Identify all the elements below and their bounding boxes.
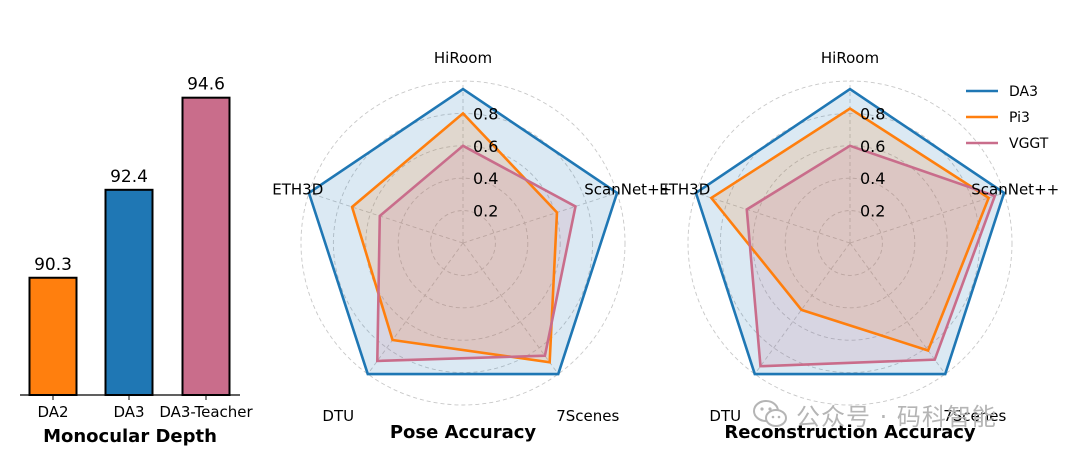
series-fill-da3 xyxy=(695,89,1005,375)
wechat-logo-icon xyxy=(753,400,787,427)
bar-value-label: 94.6 xyxy=(187,75,225,95)
x-tick-label: DA3 xyxy=(113,403,144,421)
legend-label-vggt: VGGT xyxy=(1009,136,1049,152)
radial-tick-label: 0.2 xyxy=(473,202,498,221)
axis-label-hiroom: HiRoom xyxy=(434,49,492,67)
radial-tick-label: 0.8 xyxy=(860,104,885,123)
radar-chart-title: Reconstruction Accuracy xyxy=(724,422,976,443)
series-line-da3 xyxy=(307,87,619,376)
radial-tick-label: 0.6 xyxy=(860,137,885,156)
axis-label-dtu: DTU xyxy=(709,407,741,425)
series-line-pi3 xyxy=(350,111,559,364)
series-line-vggt xyxy=(745,144,997,368)
radial-tick-label: 0.6 xyxy=(473,137,498,156)
watermark-text: 公众号 · 码科智能 xyxy=(796,402,997,431)
series-fill-vggt xyxy=(377,145,576,361)
grid-spoke xyxy=(308,192,464,244)
radial-tick-label: 0.4 xyxy=(473,169,498,188)
radar-chart-2: 0.2 0.4 0.6 0.8 HiRoom ScanNet++ 7Scenes DTU ETH… xyxy=(659,49,1059,443)
bar-value-label: 90.3 xyxy=(34,255,72,275)
grid-circle xyxy=(817,210,883,276)
grid-circle xyxy=(430,210,496,276)
grid-spoke xyxy=(462,242,559,375)
axis-label-scannet: ScanNet++ xyxy=(584,180,672,198)
bar-value-label: 92.4 xyxy=(110,167,148,187)
bar-da2 xyxy=(28,276,78,396)
bar-chart: 90.3 DA2 92.4 DA3 94.6 DA3-Teacher Monocular D… xyxy=(20,75,253,447)
radial-tick-label: 0.2 xyxy=(860,202,885,221)
axis-label-scannet: ScanNet++ xyxy=(971,180,1059,198)
bar-da3 xyxy=(104,188,154,396)
axis-label-eth3d: ETH3D xyxy=(272,180,323,198)
series-line-vggt xyxy=(375,144,577,363)
radar-chart-title: Pose Accuracy xyxy=(390,422,537,443)
grid-spoke xyxy=(849,192,1005,244)
bar-chart-title: Monocular Depth xyxy=(43,426,217,447)
axis-label-7scenes: 7Scenes xyxy=(943,407,1006,425)
legend: DA3 Pi3 VGGT xyxy=(966,84,1049,152)
grid-spoke xyxy=(367,242,464,375)
radial-tick-label: 0.8 xyxy=(473,104,498,123)
grid-spoke xyxy=(695,192,851,244)
radial-tick-label: 0.4 xyxy=(860,169,885,188)
x-tick-label: DA2 xyxy=(37,403,68,421)
grid-spoke xyxy=(462,192,618,244)
legend-label-da3: DA3 xyxy=(1009,84,1038,100)
x-tick-label: DA3-Teacher xyxy=(159,403,253,421)
bar-da3-teacher xyxy=(181,96,231,396)
legend-label-pi3: Pi3 xyxy=(1009,110,1030,126)
series-line-pi3 xyxy=(709,106,991,353)
axis-label-hiroom: HiRoom xyxy=(821,49,879,67)
grid-spoke xyxy=(849,242,946,375)
axis-label-dtu: DTU xyxy=(322,407,354,425)
axis-label-eth3d: ETH3D xyxy=(659,180,710,198)
series-line-da3 xyxy=(694,87,1006,376)
series-fill-da3 xyxy=(308,89,618,375)
axis-label-7scenes: 7Scenes xyxy=(556,407,619,425)
watermark: 公众号 · 码科智能 xyxy=(752,396,997,432)
radar-chart-1: 0.2 0.4 0.6 0.8 HiRoom ScanNet++ 7Scenes DTU ETH… xyxy=(272,49,672,443)
series-fill-pi3 xyxy=(352,113,557,363)
grid-spoke xyxy=(754,242,851,375)
